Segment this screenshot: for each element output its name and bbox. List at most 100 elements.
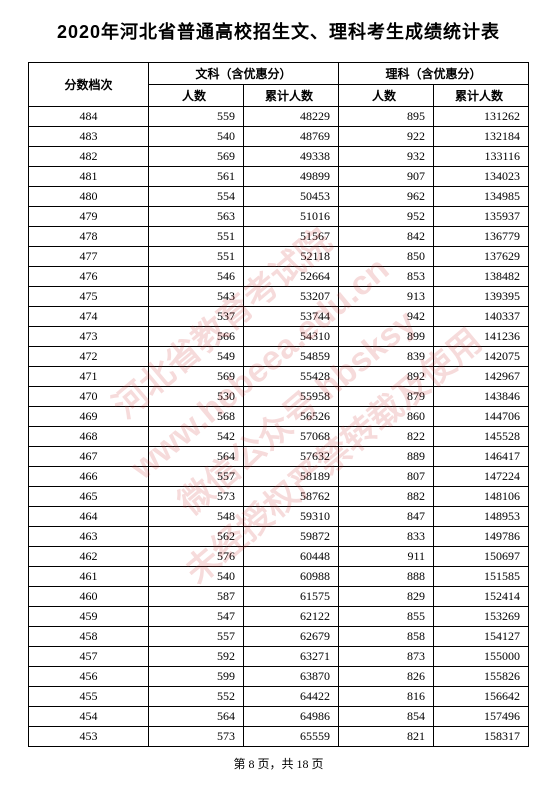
cell-sci-count: 907 — [339, 167, 434, 187]
table-row: 45855762679858154127 — [29, 627, 529, 647]
cell-score: 474 — [29, 307, 149, 327]
cell-arts-cum: 59872 — [244, 527, 339, 547]
cell-arts-cum: 55428 — [244, 367, 339, 387]
cell-sci-count: 899 — [339, 327, 434, 347]
cell-sci-count: 842 — [339, 227, 434, 247]
cell-score: 464 — [29, 507, 149, 527]
cell-arts-count: 599 — [149, 667, 244, 687]
table-row: 46655758189807147224 — [29, 467, 529, 487]
cell-sci-cum: 138482 — [434, 267, 529, 287]
table-row: 47855151567842136779 — [29, 227, 529, 247]
cell-sci-count: 826 — [339, 667, 434, 687]
cell-arts-cum: 62122 — [244, 607, 339, 627]
table-row: 48055450453962134985 — [29, 187, 529, 207]
cell-arts-cum: 58189 — [244, 467, 339, 487]
col-group-arts: 文科（含优惠分） — [149, 63, 339, 85]
cell-sci-count: 882 — [339, 487, 434, 507]
cell-arts-count: 551 — [149, 227, 244, 247]
col-score: 分数档次 — [29, 63, 149, 107]
cell-arts-cum: 58762 — [244, 487, 339, 507]
cell-sci-cum: 136779 — [434, 227, 529, 247]
cell-arts-cum: 56526 — [244, 407, 339, 427]
cell-score: 481 — [29, 167, 149, 187]
cell-arts-count: 587 — [149, 587, 244, 607]
cell-score: 467 — [29, 447, 149, 467]
cell-sci-cum: 137629 — [434, 247, 529, 267]
cell-sci-count: 816 — [339, 687, 434, 707]
cell-sci-cum: 148106 — [434, 487, 529, 507]
cell-arts-count: 542 — [149, 427, 244, 447]
cell-arts-count: 557 — [149, 467, 244, 487]
table-row: 45759263271873155000 — [29, 647, 529, 667]
cell-sci-cum: 135937 — [434, 207, 529, 227]
table-row: 48354048769922132184 — [29, 127, 529, 147]
cell-arts-cum: 52664 — [244, 267, 339, 287]
cell-sci-cum: 156642 — [434, 687, 529, 707]
cell-arts-count: 569 — [149, 367, 244, 387]
cell-sci-cum: 139395 — [434, 287, 529, 307]
cell-score: 469 — [29, 407, 149, 427]
cell-score: 457 — [29, 647, 149, 667]
cell-arts-cum: 63870 — [244, 667, 339, 687]
table-row: 47453753744942140337 — [29, 307, 529, 327]
cell-sci-count: 858 — [339, 627, 434, 647]
cell-arts-count: 557 — [149, 627, 244, 647]
cell-arts-cum: 52118 — [244, 247, 339, 267]
cell-arts-count: 549 — [149, 347, 244, 367]
cell-arts-count: 537 — [149, 307, 244, 327]
cell-arts-cum: 53207 — [244, 287, 339, 307]
cell-sci-count: 807 — [339, 467, 434, 487]
cell-sci-count: 889 — [339, 447, 434, 467]
cell-sci-cum: 158317 — [434, 727, 529, 747]
table-row: 47053055958879143846 — [29, 387, 529, 407]
cell-sci-count: 942 — [339, 307, 434, 327]
table-row: 46557358762882148106 — [29, 487, 529, 507]
cell-sci-cum: 131262 — [434, 107, 529, 127]
cell-score: 480 — [29, 187, 149, 207]
cell-sci-cum: 141236 — [434, 327, 529, 347]
cell-score: 456 — [29, 667, 149, 687]
cell-sci-count: 847 — [339, 507, 434, 527]
cell-arts-cum: 54859 — [244, 347, 339, 367]
cell-sci-count: 962 — [339, 187, 434, 207]
cell-arts-cum: 61575 — [244, 587, 339, 607]
cell-sci-count: 879 — [339, 387, 434, 407]
cell-arts-cum: 57632 — [244, 447, 339, 467]
table-row: 45659963870826155826 — [29, 667, 529, 687]
col-arts-count: 人数 — [149, 85, 244, 107]
cell-arts-count: 547 — [149, 607, 244, 627]
table-row: 46257660448911150697 — [29, 547, 529, 567]
cell-sci-count: 888 — [339, 567, 434, 587]
cell-arts-cum: 54310 — [244, 327, 339, 347]
cell-arts-count: 563 — [149, 207, 244, 227]
col-arts-cum: 累计人数 — [244, 85, 339, 107]
cell-arts-count: 564 — [149, 707, 244, 727]
cell-arts-cum: 60988 — [244, 567, 339, 587]
cell-sci-cum: 154127 — [434, 627, 529, 647]
table-row: 45357365559821158317 — [29, 727, 529, 747]
cell-arts-cum: 49899 — [244, 167, 339, 187]
table-row: 48156149899907134023 — [29, 167, 529, 187]
cell-sci-count: 952 — [339, 207, 434, 227]
cell-arts-cum: 65559 — [244, 727, 339, 747]
cell-arts-count: 546 — [149, 267, 244, 287]
cell-sci-count: 821 — [339, 727, 434, 747]
cell-sci-cum: 157496 — [434, 707, 529, 727]
cell-arts-cum: 63271 — [244, 647, 339, 667]
cell-score: 470 — [29, 387, 149, 407]
cell-arts-cum: 55958 — [244, 387, 339, 407]
cell-sci-count: 839 — [339, 347, 434, 367]
cell-sci-count: 860 — [339, 407, 434, 427]
cell-sci-count: 822 — [339, 427, 434, 447]
cell-arts-cum: 59310 — [244, 507, 339, 527]
cell-sci-cum: 143846 — [434, 387, 529, 407]
cell-arts-cum: 64422 — [244, 687, 339, 707]
cell-arts-count: 562 — [149, 527, 244, 547]
cell-arts-cum: 49338 — [244, 147, 339, 167]
cell-arts-count: 540 — [149, 567, 244, 587]
cell-sci-cum: 150697 — [434, 547, 529, 567]
cell-sci-count: 855 — [339, 607, 434, 627]
cell-score: 462 — [29, 547, 149, 567]
cell-arts-cum: 64986 — [244, 707, 339, 727]
cell-score: 466 — [29, 467, 149, 487]
